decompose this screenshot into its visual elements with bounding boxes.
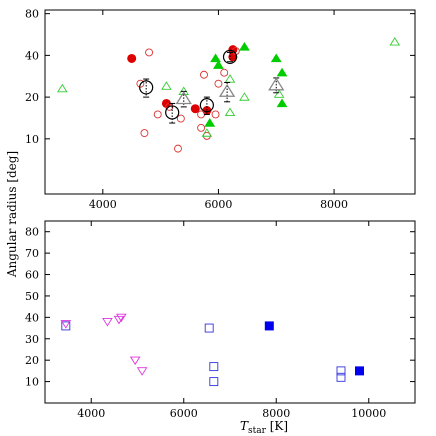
panel-bottom-ticks: 4000 6000 8000 10000 10 20 30 40 50 60 70 80 [25, 221, 415, 420]
top-point-red-open-circle [145, 48, 154, 57]
top-point-green-filled-triangle [270, 53, 282, 63]
top-point-red-open-circle [220, 68, 229, 77]
x-axis-label-unit: [K] [266, 419, 288, 433]
bottom-y-tick-label: 80 [25, 226, 39, 239]
bottom-point-magenta-open-triangle [102, 318, 113, 327]
top-point-green-open-triangle [201, 128, 213, 137]
x-axis-label-sub: star [248, 426, 267, 436]
top-point-black-ring [199, 98, 214, 113]
bottom-y-tick-label: 20 [25, 354, 39, 367]
bottom-y-tick-label: 10 [25, 376, 39, 389]
top-point-green-open-triangle [161, 81, 172, 90]
panel-bottom-marks [60, 313, 364, 387]
top-point-red-filled-circle [190, 104, 200, 114]
top-point-green-filled-triangle [213, 60, 224, 69]
bottom-x-tick-label: 4000 [77, 407, 105, 420]
bottom-point-magenta-open-triangle [116, 313, 127, 323]
top-point-red-filled-circle [127, 53, 137, 63]
top-x-tick-label: 4000 [89, 198, 117, 211]
top-y-tick-label: 80 [25, 8, 39, 21]
panel-top-ticks: 4000 6000 8000 10 20 40 80 [25, 8, 415, 211]
top-point-green-open-triangle [57, 83, 68, 93]
top-point-green-filled-triangle [276, 67, 288, 77]
top-point-green-filled-triangle [210, 53, 221, 63]
top-point-green-open-triangle [239, 92, 250, 101]
bottom-x-tick-label: 10000 [351, 407, 386, 420]
top-x-tick-label: 6000 [204, 198, 232, 211]
bottom-x-tick-label: 6000 [170, 407, 198, 420]
bottom-point-blue-open-square [204, 323, 214, 333]
top-point-green-open-triangle [389, 37, 401, 46]
bottom-x-tick-label: 8000 [262, 407, 290, 420]
top-point-red-open-circle [136, 79, 145, 88]
x-axis-label: Tstar [K] [240, 419, 288, 436]
top-point-red-open-circle [200, 70, 208, 79]
top-point-red-open-circle [197, 123, 206, 132]
top-point-green-filled-triangle [276, 98, 288, 108]
top-point-green-filled-triangle [204, 118, 216, 127]
top-point-green-open-triangle [273, 89, 285, 98]
bottom-point-blue-filled-square [264, 321, 274, 331]
top-y-tick-label: 40 [25, 49, 39, 62]
panel-top: 4000 6000 8000 10 20 40 80 [25, 8, 416, 211]
bottom-y-tick-label: 60 [25, 269, 39, 282]
bottom-point-blue-filled-square [355, 366, 364, 376]
bottom-point-magenta-open-triangle [60, 320, 72, 329]
bottom-y-tick-label: 30 [25, 333, 39, 346]
panel-bottom-frame [44, 220, 416, 404]
bottom-point-blue-open-square [336, 372, 346, 382]
top-point-red-open-circle [211, 110, 220, 119]
top-point-red-open-circle [214, 79, 223, 88]
bottom-point-magenta-open-triangle [136, 367, 148, 376]
panel-top-marks [57, 37, 401, 153]
top-point-black-ring [139, 80, 154, 95]
top-point-gray-triangle [268, 77, 285, 91]
top-y-tick-label: 20 [25, 91, 39, 104]
top-point-green-filled-triangle [239, 41, 250, 51]
bottom-y-tick-label: 50 [25, 290, 39, 303]
bottom-point-blue-open-square [61, 321, 71, 331]
top-point-black-ring [222, 49, 238, 65]
y-axis-label: Angular radius [deg] [5, 151, 19, 278]
bottom-point-blue-open-square [336, 366, 346, 376]
bottom-y-tick-label: 40 [25, 311, 39, 324]
x-axis-label-main: T [240, 419, 249, 433]
bottom-y-tick-label: 70 [25, 247, 39, 260]
bottom-point-magenta-open-triangle [129, 356, 141, 366]
bottom-point-blue-open-square [209, 362, 219, 372]
bottom-point-blue-open-square [209, 377, 219, 387]
top-point-gray-triangle [218, 83, 236, 97]
bottom-point-magenta-open-triangle [113, 315, 125, 325]
top-y-tick-label: 10 [25, 133, 39, 146]
top-point-red-open-circle [176, 114, 185, 123]
top-point-red-open-circle [174, 144, 182, 153]
top-x-tick-label: 8000 [320, 198, 348, 211]
panel-bottom: 4000 6000 8000 10000 10 20 30 40 50 60 70 80 [25, 220, 416, 420]
top-point-black-ring [165, 105, 180, 120]
top-point-red-open-circle [153, 110, 162, 119]
top-point-gray-triangle [175, 91, 192, 105]
top-point-green-open-triangle [224, 107, 236, 117]
top-point-red-open-circle [140, 129, 149, 138]
panel-top-frame [44, 9, 416, 195]
